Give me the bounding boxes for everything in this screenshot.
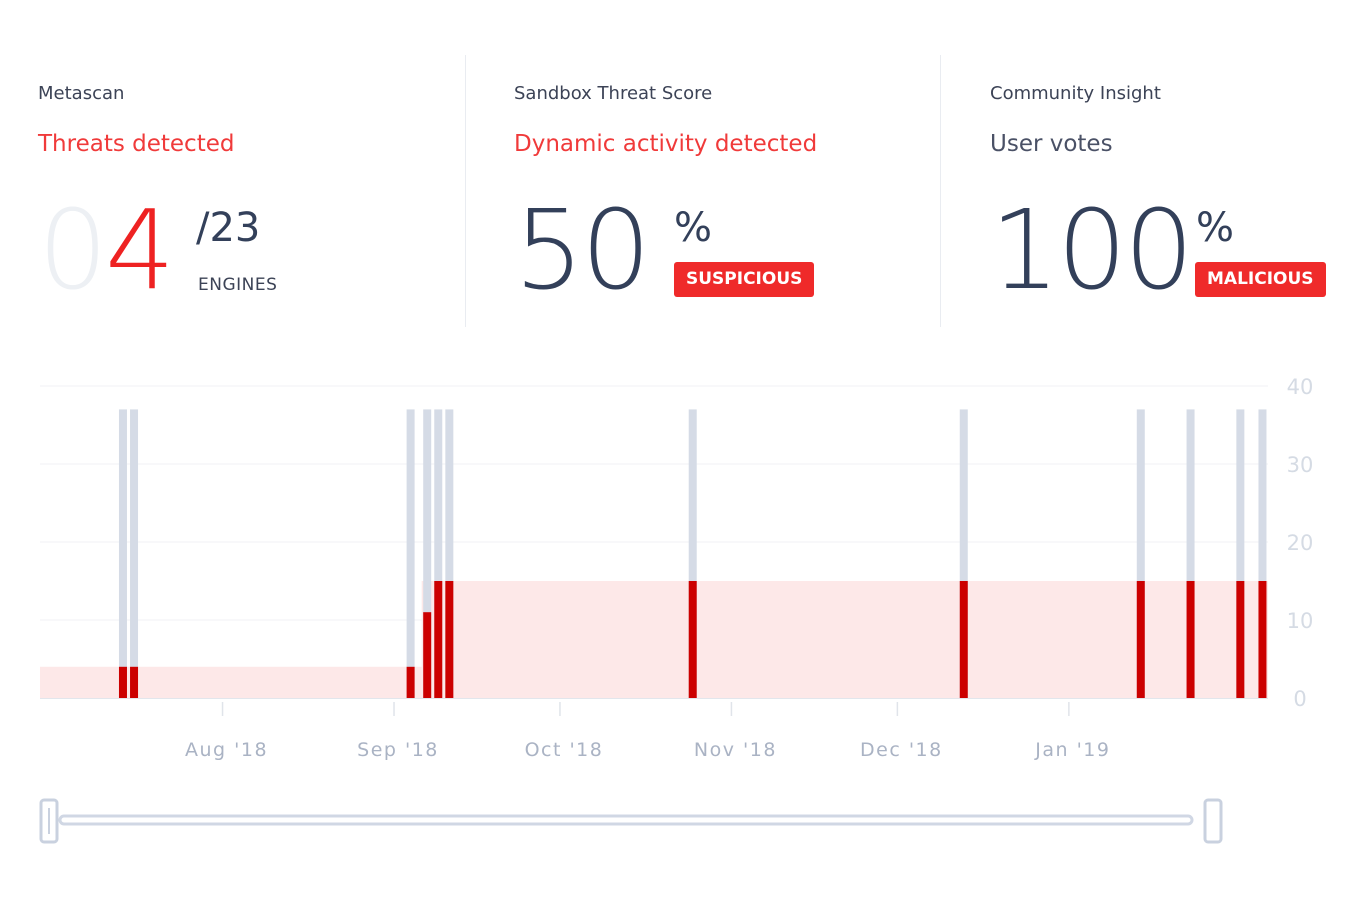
total-engines-bar [434,409,443,698]
panel-divider [940,55,941,327]
metascan-count-prefix: 0 [38,186,108,314]
panel-divider [465,55,466,327]
scan-history-chart: 40 30 20 10 0 Aug '18 Sep '18 Oct '18 Nov '18 De… [40,375,1314,761]
detected-engines-bar [1136,581,1145,698]
sandbox-panel: Sandbox Threat Score Dynamic activity de… [514,55,940,327]
y-axis: 40 30 20 10 0 [1287,375,1314,711]
metascan-title: Metascan [38,83,125,104]
x-axis: Aug '18 Sep '18 Oct '18 Nov '18 Dec '18 Jan '… [185,702,1110,761]
community-unit: % [1196,205,1235,251]
community-score: 100 [990,186,1194,314]
slider-track[interactable] [58,814,1194,826]
detected-engines-bar [959,581,968,698]
detected-engines-bar [688,581,697,698]
y-tick-label: 10 [1287,609,1314,633]
y-tick-label: 0 [1293,687,1306,711]
total-engines-bar [445,409,454,698]
detected-engines-bar [1186,581,1195,698]
total-engines-bar [130,409,139,698]
detected-engines-bar [130,666,139,698]
metascan-status: Threats detected [38,131,235,157]
total-engines-bar [1186,409,1195,698]
community-title: Community Insight [990,83,1161,104]
y-tick-label: 40 [1287,375,1314,399]
total-engines-bar [423,409,432,698]
detected-engines-bar [445,581,454,698]
suspicious-badge: SUSPICIOUS [674,262,815,297]
community-status: User votes [990,131,1113,157]
x-tick-label: Nov '18 [694,739,777,761]
y-tick-label: 20 [1287,531,1314,555]
total-engines-bar [959,409,968,698]
chart-bands [40,581,1269,698]
x-tick-label: Dec '18 [860,739,943,761]
date-range-slider[interactable] [0,790,1360,860]
detected-engines-bar [434,581,443,698]
detected-engines-bar [1258,581,1267,698]
metascan-engines-label: ENGINES [198,275,278,295]
x-tick-label: Jan '19 [1034,739,1110,761]
x-tick-label: Sep '18 [357,739,439,761]
chart-bars [118,409,1267,698]
detection-band [421,581,1269,698]
community-panel: Community Insight User votes 100 % MALIC… [990,55,1360,327]
sandbox-unit: % [674,205,713,251]
detected-engines-bar [406,666,415,698]
sandbox-title: Sandbox Threat Score [514,83,713,104]
detected-engines-bar [118,666,127,698]
malicious-badge: MALICIOUS [1195,262,1326,297]
metascan-count: 04 [38,190,175,310]
metascan-count-value: 4 [105,186,175,314]
metascan-panel: Metascan Threats detected 04 /23 ENGINES [38,55,464,327]
x-tick-label: Oct '18 [525,739,604,761]
metascan-total: /23 [196,205,261,251]
y-tick-label: 30 [1287,453,1314,477]
total-engines-bar [1236,409,1245,698]
detected-engines-bar [1236,581,1245,698]
total-engines-bar [118,409,127,698]
sandbox-status: Dynamic activity detected [514,131,818,157]
slider-handle-right[interactable] [1203,798,1223,844]
sandbox-score: 50 [514,186,651,314]
total-engines-bar [1258,409,1267,698]
x-tick-label: Aug '18 [185,739,268,761]
total-engines-bar [406,409,415,698]
detected-engines-bar [423,612,432,698]
total-engines-bar [1136,409,1145,698]
total-engines-bar [688,409,697,698]
detection-band [40,666,422,698]
